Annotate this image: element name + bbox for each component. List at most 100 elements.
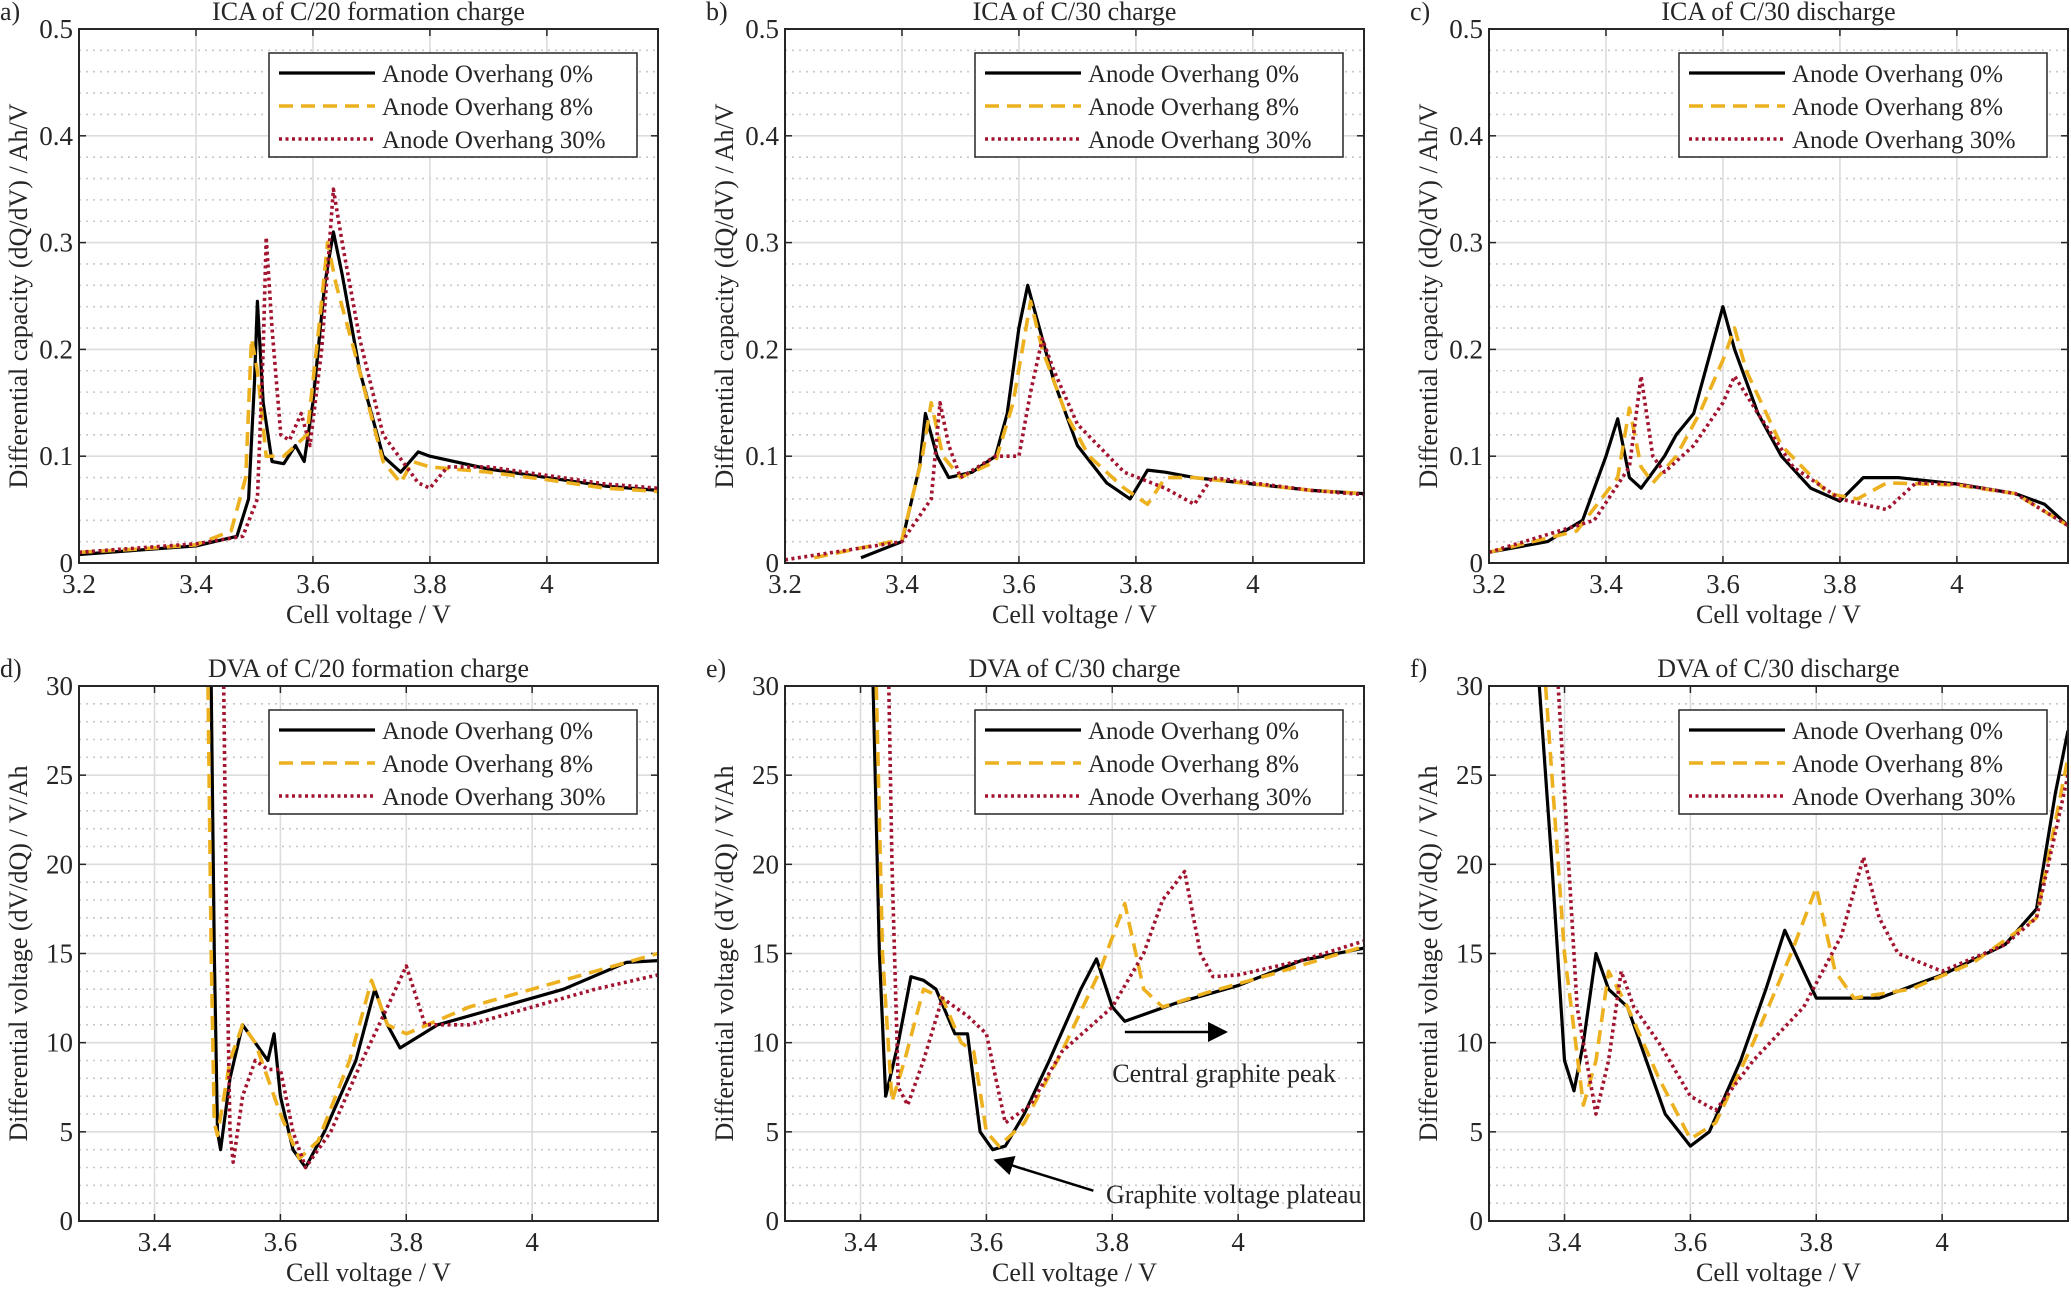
y-tick-label: 0.2 — [745, 334, 779, 364]
y-tick-label: 0 — [1470, 1206, 1484, 1236]
y-tick-label: 0.1 — [745, 441, 779, 471]
y-tick-label: 20 — [46, 849, 73, 879]
y-tick-label: 0.1 — [39, 441, 73, 471]
subplot-b: 0 0.1 0.2 0.3 0.4 0.5 3.2 3.4 3.6 3.8 4 Anode Overh… — [706, 0, 1365, 629]
x-tick-label: 3.6 — [1706, 569, 1740, 599]
legend: Anode Overhang 0% Anode Overhang 8% Anode … — [1678, 709, 2048, 815]
x-tick-label: 3.4 — [138, 1227, 172, 1257]
annotation-text: Central graphite peak — [1112, 1059, 1336, 1088]
x-tick-label: 3.6 — [264, 1227, 298, 1257]
series-line-8pct — [206, 686, 658, 1161]
legend-label: Anode Overhang 30% — [1088, 784, 1312, 811]
axes-frame — [78, 685, 659, 1222]
series-line-30pct — [887, 686, 1364, 1125]
subplot-title: ICA of C/30 charge — [973, 0, 1177, 26]
series-group — [1489, 305, 2068, 555]
y-tick-label: 0.5 — [745, 14, 779, 44]
series-group — [785, 283, 1364, 562]
y-tick-label: 0 — [60, 548, 74, 578]
y-tick-label: 15 — [46, 939, 73, 969]
legend-label: Anode Overhang 30% — [1792, 127, 2016, 154]
y-tick-label: 10 — [1456, 1028, 1483, 1058]
series-line-8pct — [1489, 326, 2068, 555]
x-tick-label: 4 — [1935, 1227, 1949, 1257]
x-tick-label: 3.2 — [62, 569, 96, 599]
panel-letter: b) — [706, 0, 728, 26]
y-tick-label: 0.5 — [1449, 14, 1483, 44]
y-axis-label: Differential voltage (dV/dQ) / V/Ah — [710, 766, 739, 1142]
y-tick-label: 15 — [1456, 939, 1483, 969]
y-tick-label: 0 — [766, 1206, 780, 1236]
legend-label: Anode Overhang 0% — [382, 61, 593, 88]
subplot-title: DVA of C/30 charge — [968, 654, 1180, 683]
panel-letter: d) — [0, 654, 22, 683]
panel-letter: f) — [1410, 654, 1427, 683]
series-line-30pct — [1556, 686, 2068, 1116]
y-tick-label: 0.3 — [39, 228, 73, 258]
legend-label: Anode Overhang 0% — [1088, 718, 1299, 745]
legend-label: Anode Overhang 8% — [1088, 94, 1299, 121]
legend: Anode Overhang 0% Anode Overhang 8% Anode … — [268, 52, 638, 158]
x-tick-label: 3.6 — [296, 569, 330, 599]
x-tick-label: 3.4 — [885, 569, 919, 599]
x-tick-label: 3.4 — [1589, 569, 1623, 599]
series-line-0pct — [871, 686, 1364, 1152]
x-tick-label: 4 — [525, 1227, 539, 1257]
legend: Anode Overhang 0% Anode Overhang 8% Anode … — [974, 709, 1344, 815]
legend-label: Anode Overhang 8% — [382, 751, 593, 778]
x-tick-label: 4 — [1950, 569, 1964, 599]
series-group — [206, 686, 658, 1170]
legend-label: Anode Overhang 0% — [1792, 61, 2003, 88]
x-tick-label: 3.8 — [1799, 1227, 1833, 1257]
legend-label: Anode Overhang 8% — [382, 94, 593, 121]
legend-label: Anode Overhang 8% — [1792, 94, 2003, 121]
subplot-title: DVA of C/20 formation charge — [208, 654, 529, 683]
annotation-text: Graphite voltage plateau — [1106, 1180, 1362, 1209]
y-tick-label: 15 — [752, 939, 779, 969]
y-tick-label: 0 — [766, 548, 780, 578]
x-tick-label: 3.4 — [1548, 1227, 1582, 1257]
subplot-title: ICA of C/30 discharge — [1661, 0, 1895, 26]
y-tick-label: 0.3 — [1449, 228, 1483, 258]
legend-label: Anode Overhang 30% — [1088, 127, 1312, 154]
y-tick-label: 25 — [752, 760, 779, 790]
legend-label: Anode Overhang 0% — [382, 718, 593, 745]
y-tick-label: 0.4 — [1449, 121, 1483, 151]
y-tick-label: 30 — [46, 671, 73, 701]
x-tick-label: 3.4 — [844, 1227, 878, 1257]
subplot-e: 0 5 10 15 20 25 30 3.4 3.6 3.8 4 Central graphite p… — [706, 654, 1365, 1287]
x-tick-label: 3.2 — [1472, 569, 1506, 599]
axes-frame — [78, 28, 659, 564]
x-axis-label: Cell voltage / V — [1696, 1258, 1861, 1287]
y-tick-label: 5 — [1470, 1117, 1484, 1147]
legend-label: Anode Overhang 30% — [382, 784, 606, 811]
y-axis-label: Differential capacity (dQ/dV) / Ah/V — [710, 103, 739, 488]
y-tick-label: 10 — [752, 1028, 779, 1058]
series-line-0pct — [1489, 305, 2068, 554]
x-tick-label: 3.8 — [389, 1227, 423, 1257]
legend-label: Anode Overhang 8% — [1792, 751, 2003, 778]
axes-frame — [1488, 685, 2069, 1222]
y-tick-label: 20 — [1456, 849, 1483, 879]
series-line-0pct — [79, 230, 658, 557]
y-tick-label: 30 — [1456, 671, 1483, 701]
series-line-8pct — [874, 686, 1364, 1148]
legend: Anode Overhang 0% Anode Overhang 8% Anode … — [268, 709, 638, 815]
legend: Anode Overhang 0% Anode Overhang 8% Anode … — [974, 52, 1344, 158]
annotation-arrow — [993, 1156, 1094, 1192]
x-tick-label: 3.6 — [1674, 1227, 1708, 1257]
x-tick-label: 4 — [540, 569, 554, 599]
y-axis-label: Differential capacity (dQ/dV) / Ah/V — [1414, 103, 1443, 488]
series-line-30pct — [79, 187, 658, 555]
panel-letter: c) — [1410, 0, 1430, 26]
x-tick-label: 3.6 — [970, 1227, 1004, 1257]
axes-frame — [784, 28, 1365, 564]
axes-frame — [784, 685, 1365, 1222]
y-axis-label: Differential capacity (dQ/dV) / Ah/V — [4, 103, 33, 488]
series-line-30pct — [785, 336, 1364, 562]
y-tick-label: 25 — [46, 760, 73, 790]
x-axis-label: Cell voltage / V — [286, 600, 451, 629]
y-tick-label: 0.2 — [39, 334, 73, 364]
